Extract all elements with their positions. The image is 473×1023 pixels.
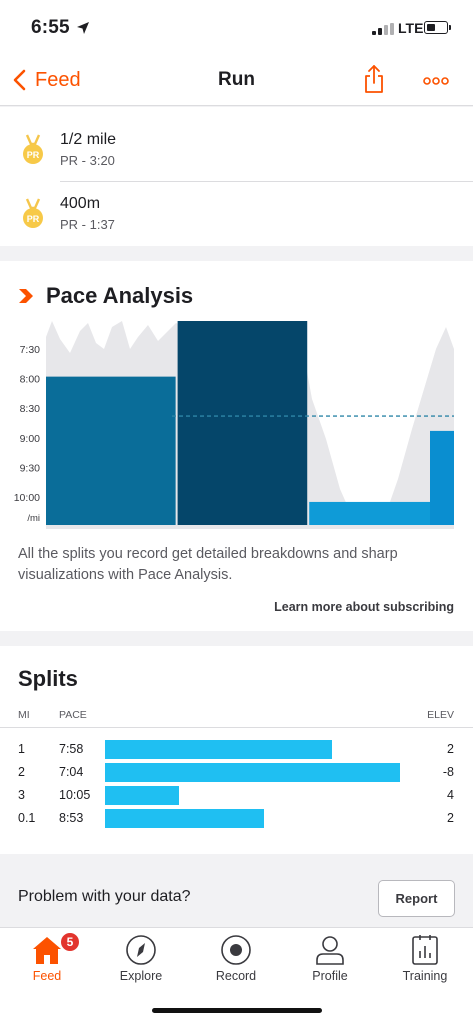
splits-card: Splits MI PACE ELEV 1 7:58 2 2 7:04 -8 3 10:05 4…	[0, 646, 473, 854]
location-arrow-icon	[77, 22, 89, 34]
split-elevation: 4	[447, 788, 454, 802]
learn-more-link[interactable]: Learn more about subscribing	[274, 600, 454, 614]
split-row: 0.1 8:53 2	[0, 808, 473, 830]
network-label: LTE	[398, 20, 424, 36]
training-icon	[412, 935, 438, 965]
tab-explore[interactable]: Explore	[94, 928, 188, 990]
split-pace-bar	[105, 740, 332, 759]
split-pace-bar	[105, 786, 179, 805]
page-title: Run	[218, 69, 255, 90]
split-mile: 2	[18, 765, 25, 779]
split-elevation: 2	[447, 742, 454, 756]
chevron-left-icon	[13, 69, 26, 91]
pace-analysis-chart: 7:30 8:00 8:30 9:00 9:30 10:00/mi	[14, 321, 454, 529]
split-mile: 0.1	[18, 811, 36, 825]
personal-records-card: PR 1/2 mile PR - 3:20 PR 400m PR - 1:37	[0, 107, 473, 246]
split-pace: 7:58	[59, 742, 84, 756]
divider	[60, 181, 473, 182]
split-pace: 10:05	[59, 788, 91, 802]
problem-text: Problem with your data?	[18, 888, 191, 905]
split-row: 2 7:04 -8	[0, 762, 473, 784]
y-tick-label: 10:00	[14, 492, 40, 504]
more-icon[interactable]	[423, 76, 449, 86]
split-pace: 8:53	[59, 811, 84, 825]
battery-tip	[449, 25, 451, 30]
y-tick-label: 7:30	[20, 344, 41, 356]
notification-badge: 5	[60, 932, 80, 952]
column-header-mi: MI	[18, 709, 30, 721]
pace-analysis-description: All the splits you record get detailed b…	[18, 546, 398, 583]
y-tick-label: 9:30	[20, 462, 41, 474]
back-label: Feed	[35, 68, 81, 91]
column-header-elev: ELEV	[427, 709, 454, 721]
y-tick-label: 8:30	[20, 403, 41, 415]
compass-icon	[126, 935, 156, 965]
pace-bar-split-3	[309, 501, 439, 525]
summit-chevron-icon	[19, 289, 33, 303]
tab-record[interactable]: Record	[189, 928, 283, 990]
split-pace: 7:04	[59, 765, 84, 779]
section-title: Pace Analysis	[46, 283, 194, 308]
split-mile: 1	[18, 742, 25, 756]
svg-text:PR: PR	[27, 214, 40, 224]
pace-analysis-header: Pace Analysis	[18, 283, 193, 309]
y-tick-label: 9:00	[20, 433, 41, 445]
tab-bar: 5 Feed Explore Record Profile Training	[0, 927, 473, 1023]
tab-training[interactable]: Training	[378, 928, 472, 990]
tab-label: Explore	[119, 969, 163, 983]
signal-icon	[372, 23, 394, 35]
profile-icon	[316, 936, 344, 965]
tab-feed[interactable]: 5 Feed	[0, 928, 94, 990]
split-pace-bar	[105, 809, 264, 828]
status-time: 6:55	[31, 17, 70, 38]
tab-profile[interactable]: Profile	[283, 928, 377, 990]
home-icon	[33, 937, 61, 964]
y-unit-label: /mi	[27, 513, 40, 524]
back-button[interactable]: Feed	[12, 66, 81, 94]
navigation-bar: Feed Run	[0, 54, 473, 106]
pace-analysis-card: Pace Analysis 7:30 8:00 8:30 9:00 9:30 10:00 /…	[0, 261, 473, 631]
pr-row[interactable]: PR 400m PR - 1:37	[0, 181, 473, 245]
home-indicator	[152, 1008, 322, 1013]
pr-name: 1/2 mile	[60, 131, 117, 148]
share-icon[interactable]	[362, 64, 386, 94]
tab-label: Training	[402, 969, 448, 983]
pace-bar-split-1	[46, 376, 176, 525]
tab-label: Feed	[32, 969, 62, 983]
column-header-pace: PACE	[59, 709, 87, 721]
pr-time: PR - 1:37	[60, 217, 115, 232]
pr-name: 400m	[60, 195, 101, 212]
divider	[0, 727, 473, 728]
split-mile: 3	[18, 788, 25, 802]
battery-icon	[424, 21, 448, 34]
tab-label: Profile	[312, 969, 348, 983]
split-pace-bar	[105, 763, 400, 782]
svg-text:PR: PR	[27, 150, 40, 160]
record-icon	[221, 935, 251, 965]
split-elevation: 2	[447, 811, 454, 825]
pr-medal-icon: PR	[23, 134, 43, 164]
split-row: 1 7:58 2	[0, 739, 473, 761]
pr-row[interactable]: PR 1/2 mile PR - 3:20	[0, 117, 473, 181]
pace-bar-split-0.1	[430, 430, 454, 525]
section-title: Splits	[18, 666, 78, 691]
status-bar: 6:55 LTE	[0, 0, 473, 54]
pr-medal-icon: PR	[23, 198, 43, 228]
split-elevation: -8	[442, 765, 454, 779]
pr-time: PR - 3:20	[60, 153, 115, 168]
pace-bar-split-2	[177, 321, 308, 525]
tab-label: Record	[215, 969, 257, 983]
report-button[interactable]: Report	[378, 880, 455, 917]
y-tick-label: 8:00	[20, 374, 41, 386]
split-row: 3 10:05 4	[0, 785, 473, 807]
